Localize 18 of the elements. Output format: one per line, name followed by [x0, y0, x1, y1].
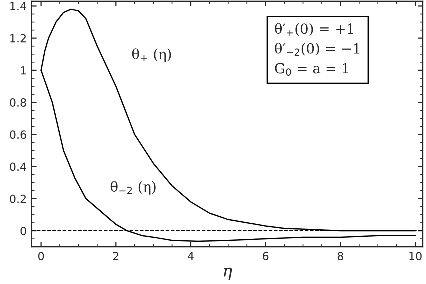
annotation: θ$_{+}$ (η) [132, 48, 172, 62]
x-tick-label: 2 [113, 252, 119, 260]
y-tick-label: 0.4 [10, 162, 26, 172]
x-tick-label: 4 [188, 252, 194, 260]
y-tick-label: 1 [21, 66, 26, 75]
x-tick-label: 10 [410, 252, 422, 261]
annotation: θ$_{−2}$ (η) [110, 181, 156, 195]
x-tick-label: 8 [338, 252, 344, 261]
y-tick-label: 0.6 [10, 130, 26, 140]
text: θ′$_{+}$(0) = +1 θ′$_{−2}$(0) = −1 G$_{0}$ = a = 1 [275, 23, 360, 76]
y-tick-label: 1.4 [10, 2, 26, 10]
y-tick-label: 0.2 [10, 194, 26, 204]
x-axis-title: η [224, 268, 232, 280]
x-tick-label: 6 [263, 252, 269, 261]
x-tick-label: 0 [38, 252, 44, 261]
y-tick-label: 0.8 [10, 98, 26, 107]
y-tick-label: 0 [20, 227, 26, 236]
y-tick-label: 1.2 [10, 34, 26, 43]
